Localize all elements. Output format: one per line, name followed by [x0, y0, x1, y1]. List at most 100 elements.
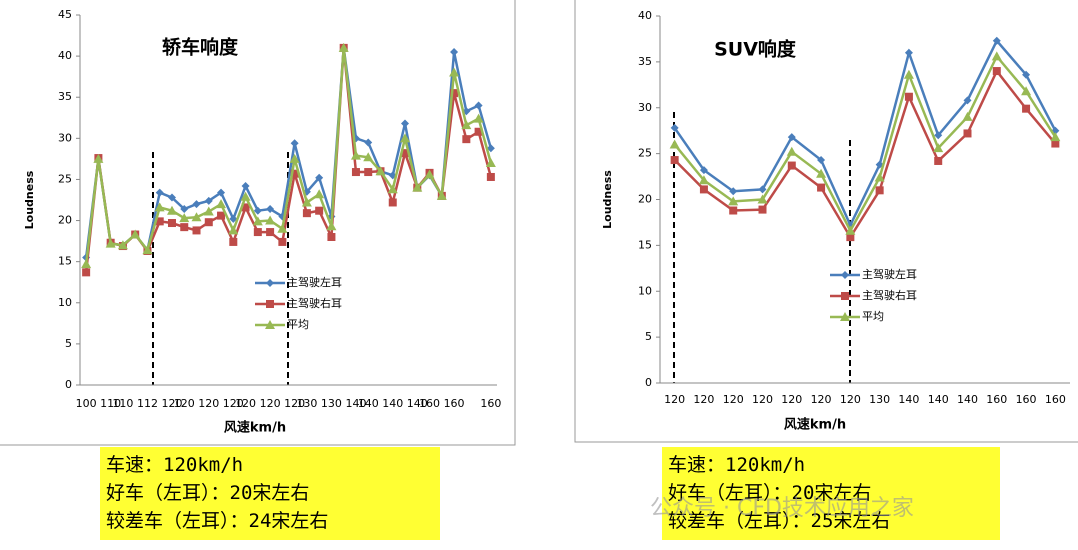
x-axis-label: 风速km/h [784, 417, 846, 433]
marker [699, 166, 708, 175]
marker [217, 188, 226, 197]
marker [375, 166, 386, 176]
x-tick-label: 140 [382, 397, 403, 410]
marker [204, 196, 213, 205]
x-tick-label: 120 [235, 397, 256, 410]
marker [933, 143, 944, 153]
marker [265, 215, 276, 225]
x-tick-label: 120 [198, 397, 219, 410]
x-axis-label: 风速km/h [224, 420, 286, 436]
marker [787, 133, 796, 142]
marker [934, 156, 943, 165]
marker [786, 146, 797, 156]
marker [350, 150, 361, 160]
marker [1051, 139, 1060, 148]
marker [449, 67, 460, 77]
marker [1022, 70, 1031, 79]
x-tick-label: 120 [693, 393, 714, 406]
marker [167, 219, 176, 228]
x-tick-label: 100 [76, 397, 97, 410]
marker [130, 229, 141, 239]
x-tick-label: 140 [345, 397, 366, 410]
marker [351, 168, 360, 177]
marker [400, 133, 411, 143]
marker [401, 149, 410, 158]
legend-marker [266, 300, 274, 308]
marker [903, 69, 914, 79]
y-tick-label: 0 [65, 378, 72, 391]
x-tick-label: 120 [223, 397, 244, 410]
marker [387, 184, 398, 194]
x-tick-label: 160 [1045, 393, 1066, 406]
x-tick-label: 120 [840, 393, 861, 406]
y-tick-label: 15 [58, 255, 72, 268]
marker [474, 101, 483, 110]
y-tick-label: 15 [638, 238, 652, 251]
y-tick-label: 10 [638, 284, 652, 297]
marker [315, 173, 324, 182]
legend-marker [265, 320, 275, 329]
marker [301, 197, 312, 207]
x-tick-label: 120 [752, 393, 773, 406]
marker [191, 212, 202, 222]
y-tick-label: 30 [58, 131, 72, 144]
x-tick-label: 110 [100, 397, 121, 410]
marker [992, 67, 1001, 76]
series-line [84, 47, 493, 273]
x-tick-label: 120 [161, 397, 182, 410]
x-tick-label: 130 [296, 397, 317, 410]
marker [758, 185, 767, 194]
marker [192, 200, 201, 209]
marker [166, 205, 177, 215]
x-tick-label: 160 [1016, 393, 1037, 406]
y-tick-label: 5 [645, 330, 652, 343]
marker [327, 233, 336, 241]
marker [228, 225, 239, 235]
marker [277, 223, 288, 233]
note-line: 好车（左耳）：20宋左右 [106, 482, 310, 504]
x-tick-label: 120 [781, 393, 802, 406]
marker [424, 169, 435, 179]
legend-label: 平均 [862, 310, 884, 323]
x-tick-label: 120 [284, 397, 305, 410]
marker [192, 226, 201, 235]
legend-marker [840, 312, 850, 321]
marker [934, 131, 943, 140]
note-line: 好车（左耳）：20宋左右 [668, 482, 872, 504]
marker [963, 129, 972, 138]
marker [82, 268, 91, 277]
marker [203, 206, 214, 216]
marker [216, 199, 227, 209]
marker [278, 237, 287, 246]
marker [363, 152, 374, 162]
marker [992, 36, 1001, 45]
marker [963, 96, 972, 105]
marker [436, 190, 447, 200]
x-tick-label: 112 [137, 397, 158, 410]
marker [326, 221, 337, 231]
marker [669, 139, 680, 149]
marker [401, 119, 410, 128]
x-tick-label: 140 [898, 393, 919, 406]
note-box: 车速：120km/h 好车（左耳）：20宋左右 较差车（左耳）：24宋左右 [100, 447, 440, 540]
legend-marker [266, 279, 274, 287]
note-line: 车速：120km/h [106, 454, 244, 476]
marker [180, 223, 189, 232]
legend-label: 主驾驶左耳 [287, 275, 342, 289]
marker [117, 240, 128, 250]
y-tick-label: 45 [58, 8, 72, 21]
x-tick-label: 160 [480, 397, 501, 410]
marker [154, 202, 165, 212]
marker [757, 194, 768, 204]
marker [875, 186, 884, 195]
note-box: 车速：120km/h 好车（左耳）：20宋左右 较差车（左耳）：25宋左右 [662, 447, 1000, 540]
marker [758, 205, 767, 214]
legend-label: 主驾驶右耳 [862, 288, 917, 302]
x-tick-label: 130 [321, 397, 342, 410]
marker [462, 135, 471, 144]
marker [904, 48, 913, 57]
x-tick-label: 120 [811, 393, 832, 406]
x-tick-label: 140 [928, 393, 949, 406]
y-axis-label: Loudness [601, 170, 614, 229]
marker [241, 182, 250, 191]
